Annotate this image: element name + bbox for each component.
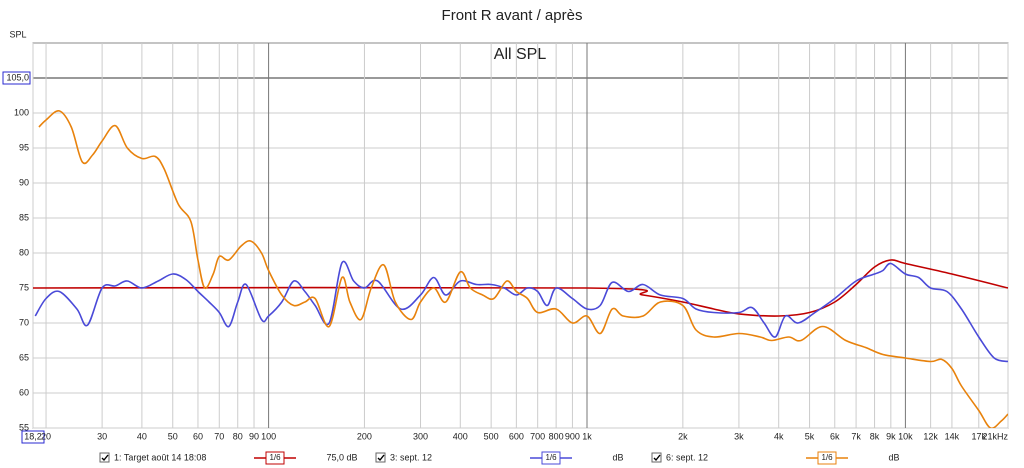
x-tick-label: 6k [830,431,840,441]
y-tick-label: 80 [19,247,29,257]
series-group [33,110,1008,428]
smoothing-label: 1/6 [545,453,557,462]
x-tick-label: 8k [870,431,880,441]
y-tick-label: 85 [19,212,29,222]
x-tick-label: 1k [582,431,592,441]
x-tick-label: 90 [249,431,259,441]
smoothing-label: 1/6 [269,453,281,462]
series-line [38,110,1008,428]
y-tick-label: 105,0 [6,72,29,82]
tick-box [21,430,45,444]
smoothing-box [541,451,561,465]
legend-label: 6: sept. 12 [666,452,708,462]
x-tick-label: 400 [453,431,468,441]
smoothing-box [817,451,837,465]
legend-label: 3: sept. 12 [390,452,432,462]
x-tick-label: 600 [509,431,524,441]
chart-title: Front R avant / après [442,7,583,24]
x-tick-label: 5k [805,431,815,441]
x-tick-label: 80 [233,431,243,441]
series-line [34,260,1008,363]
x-tick-label: 2k [678,431,688,441]
x-tick-label: 9k [886,431,896,441]
x-tick-label: 50 [168,431,178,441]
x-tick-label: 4k [774,431,784,441]
x-tick-label: 200 [357,431,372,441]
x-tick-label: 70 [214,431,224,441]
y-tick-label: 70 [19,317,29,327]
x-tick-label: 100 [261,431,276,441]
checkmark [101,454,109,462]
x-tick-label: 500 [484,431,499,441]
smoothing-box [265,451,285,465]
checkmark [653,454,661,462]
x-tick-label: 900 [565,431,580,441]
y-tick-label: 65 [19,352,29,362]
x-tick-label: 10k [898,431,913,441]
x-tick-label: 12k [923,431,938,441]
x-tick-label: 40 [137,431,147,441]
legend-checkbox[interactable] [99,452,110,463]
y-tick-label: 55 [19,422,29,432]
x-tick-label: 18,2 [24,431,42,441]
x-tick-label: 30 [97,431,107,441]
x-tick-label: 800 [549,431,564,441]
chart-subtitle: All SPL [494,46,547,63]
legend-label: 1: Target août 14 18:08 [114,452,206,462]
y-tick-label: 90 [19,177,29,187]
x-tick-label: 21kHz [982,431,1008,441]
checkmark [377,454,385,462]
y-tick-label: 100 [14,107,29,117]
x-tick-label: 14k [945,431,960,441]
x-tick-label: 20 [41,431,51,441]
level-label: dB [612,452,623,462]
level-label: dB [888,452,899,462]
x-tick-label: 60 [193,431,203,441]
y-axis-label: SPL [9,29,26,39]
y-tick-label: 60 [19,387,29,397]
legend-checkbox[interactable] [651,452,662,463]
y-tick-label: 95 [19,142,29,152]
series-line [33,259,1008,317]
x-tick-label: 7k [851,431,861,441]
y-tick-label: 75 [19,282,29,292]
x-tick-label: 17k [972,431,987,441]
x-tick-label: 3k [734,431,744,441]
smoothing-label: 1/6 [821,453,833,462]
level-label: 75,0 dB [326,452,357,462]
tick-box [2,71,31,85]
legend-checkbox[interactable] [375,452,386,463]
x-tick-label: 700 [530,431,545,441]
x-tick-label: 300 [413,431,428,441]
plot-area [32,42,1009,429]
